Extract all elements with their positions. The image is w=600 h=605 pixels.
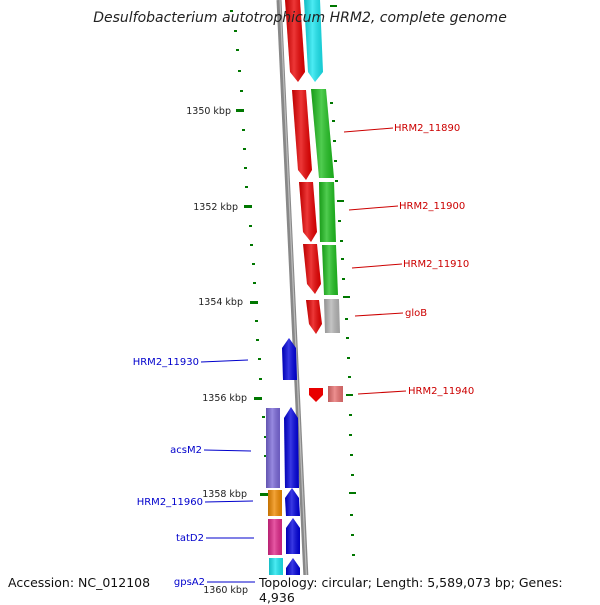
left-gene-labels: HRM2_11930 acsM2 HRM2_11960 tatD2 gpsA2 (133, 357, 255, 588)
cyan-gene-track (304, 0, 323, 82)
gene-label[interactable]: HRM2_11890 (394, 123, 460, 134)
map-title: Desulfobacterium autotrophicum HRM2, com… (93, 10, 507, 26)
gene-label[interactable]: tatD2 (176, 533, 204, 544)
gene-label[interactable]: HRM2_11960 (137, 497, 203, 508)
gene-label[interactable]: HRM2_11900 (399, 201, 465, 212)
gene-label[interactable]: gloB (405, 308, 427, 319)
gene-arrow[interactable] (309, 388, 323, 402)
gene-label[interactable]: HRM2_11940 (408, 386, 474, 397)
scale-tick-label: 1350 kbp (186, 106, 231, 117)
scale-tick-label: 1360 kbp (203, 585, 248, 596)
left-gene-track (266, 408, 283, 600)
genome-backbone-highlight (279, 0, 309, 600)
green-gene-track (311, 89, 343, 402)
accession-text: Accession: NC_012108 (6, 575, 153, 590)
gene-label[interactable]: HRM2_11910 (403, 259, 469, 270)
gene-label[interactable]: acsM2 (170, 445, 202, 456)
gene-label[interactable]: HRM2_11930 (133, 357, 199, 368)
genome-backbone (276, 0, 310, 600)
scale-tick-label: 1352 kbp (193, 202, 238, 213)
red-gene-track (285, 0, 323, 402)
right-gene-labels: HRM2_11890 HRM2_11900 HRM2_11910 gloB HR… (343, 123, 474, 397)
gene-label[interactable]: gpsA2 (174, 577, 205, 588)
scale-tick-label: 1356 kbp (202, 393, 247, 404)
scale-tick-label: 1358 kbp (202, 489, 247, 500)
scale-tick-label: 1354 kbp (198, 297, 243, 308)
topology-text: Topology: circular; Length: 5,589,073 bp… (257, 575, 600, 605)
